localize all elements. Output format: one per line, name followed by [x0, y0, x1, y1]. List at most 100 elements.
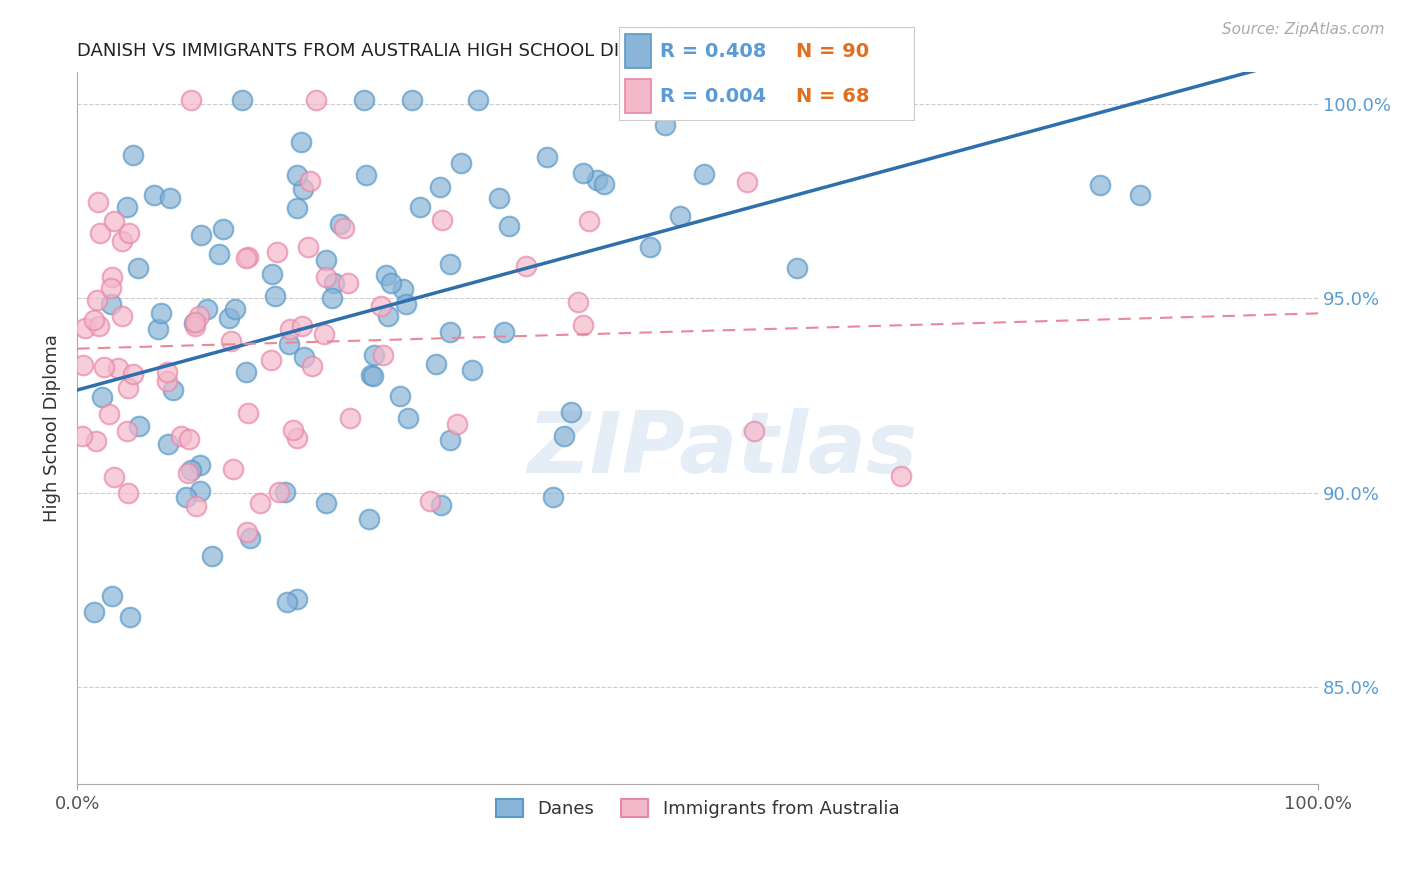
Point: [278, 337, 301, 351]
Point: [115, 201, 138, 215]
Text: DANISH VS IMMIGRANTS FROM AUSTRALIA HIGH SCHOOL DIPLOMA CORRELATION CHART: DANISH VS IMMIGRANTS FROM AUSTRALIA HIGH…: [77, 42, 882, 60]
Point: [339, 411, 361, 425]
Point: [159, 191, 181, 205]
Text: R = 0.408: R = 0.408: [659, 42, 766, 61]
Point: [101, 589, 124, 603]
Point: [235, 365, 257, 379]
Point: [315, 496, 337, 510]
Point: [389, 389, 412, 403]
Point: [553, 429, 575, 443]
Point: [239, 531, 262, 545]
Point: [103, 470, 125, 484]
Point: [111, 234, 134, 248]
Point: [174, 490, 197, 504]
Text: Source: ZipAtlas.com: Source: ZipAtlas.com: [1222, 22, 1385, 37]
Point: [297, 240, 319, 254]
Point: [301, 359, 323, 373]
Point: [156, 365, 179, 379]
Point: [100, 281, 122, 295]
Point: [290, 135, 312, 149]
Point: [180, 93, 202, 107]
Point: [222, 462, 245, 476]
Point: [89, 226, 111, 240]
Point: [179, 433, 201, 447]
Point: [208, 246, 231, 260]
Point: [83, 313, 105, 327]
Point: [702, 93, 724, 107]
Point: [118, 609, 141, 624]
Point: [87, 194, 110, 209]
Point: [231, 93, 253, 107]
Point: [439, 325, 461, 339]
Point: [430, 213, 453, 227]
Point: [439, 433, 461, 447]
Point: [188, 458, 211, 472]
Point: [75, 321, 97, 335]
Point: [267, 484, 290, 499]
Point: [156, 437, 179, 451]
Point: [315, 269, 337, 284]
Point: [83, 605, 105, 619]
Point: [735, 175, 758, 189]
Point: [315, 252, 337, 267]
Point: [361, 369, 384, 384]
Point: [72, 358, 94, 372]
Point: [353, 93, 375, 107]
Point: [218, 311, 240, 326]
Point: [329, 217, 352, 231]
Point: [572, 318, 595, 332]
Point: [305, 93, 328, 107]
Point: [236, 251, 259, 265]
Point: [283, 423, 305, 437]
Point: [101, 269, 124, 284]
Point: [97, 408, 120, 422]
Point: [377, 310, 399, 324]
Point: [180, 463, 202, 477]
Point: [371, 348, 394, 362]
Point: [333, 221, 356, 235]
Point: [498, 219, 520, 233]
Point: [235, 524, 257, 539]
Point: [117, 486, 139, 500]
Point: [515, 259, 537, 273]
Point: [86, 293, 108, 307]
Point: [122, 148, 145, 162]
Point: [669, 209, 692, 223]
Point: [219, 334, 242, 349]
Point: [155, 374, 177, 388]
Point: [188, 483, 211, 498]
Point: [143, 187, 166, 202]
Point: [638, 240, 661, 254]
Point: [287, 169, 309, 183]
Point: [184, 315, 207, 329]
Point: [392, 282, 415, 296]
Point: [890, 468, 912, 483]
Point: [212, 221, 235, 235]
Point: [117, 226, 139, 240]
Point: [292, 182, 315, 196]
Point: [461, 363, 484, 377]
Point: [111, 309, 134, 323]
Point: [285, 431, 308, 445]
Point: [786, 261, 808, 276]
Point: [593, 177, 616, 191]
Point: [188, 310, 211, 324]
Point: [536, 150, 558, 164]
Point: [488, 191, 510, 205]
Point: [127, 260, 149, 275]
Point: [637, 93, 659, 107]
Point: [183, 316, 205, 330]
FancyBboxPatch shape: [624, 34, 651, 68]
Point: [1129, 188, 1152, 202]
Point: [177, 466, 200, 480]
Text: R = 0.004: R = 0.004: [659, 87, 766, 105]
Point: [262, 268, 284, 282]
Point: [298, 174, 321, 188]
Point: [117, 381, 139, 395]
Point: [855, 93, 877, 107]
Point: [287, 201, 309, 215]
Point: [291, 318, 314, 333]
Text: ZIPatlas: ZIPatlas: [527, 409, 918, 491]
Point: [121, 367, 143, 381]
Point: [337, 276, 360, 290]
